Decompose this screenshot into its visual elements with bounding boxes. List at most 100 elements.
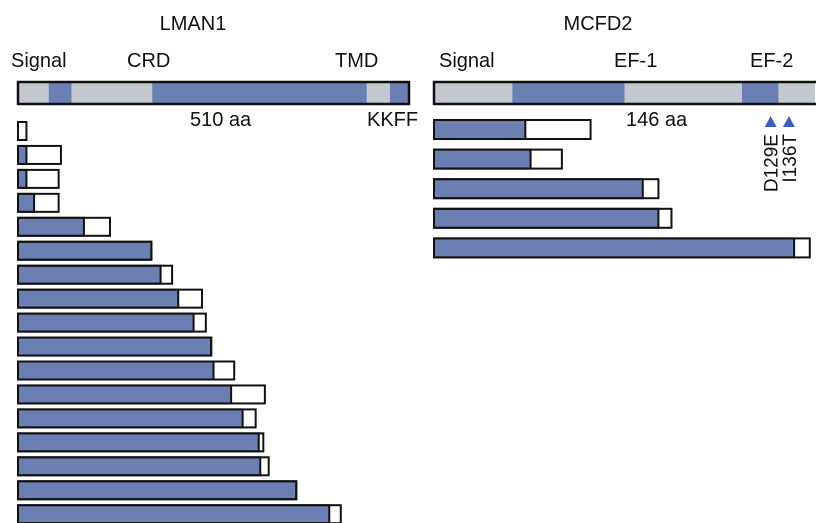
lman1-fragment-bar — [18, 169, 27, 188]
lman1-domain-segment-5 — [389, 82, 409, 104]
mcfd2-fragment-outline — [433, 237, 811, 259]
mcfd2-fragment-bar — [434, 179, 643, 199]
mcfd2-fragment-1 — [433, 148, 563, 170]
mcfd2-fragment-bar — [434, 149, 531, 169]
lman1-fragment-outline — [17, 121, 28, 141]
lman1-fragment-outline — [17, 504, 342, 523]
lman1-fragment-outline — [17, 408, 257, 429]
mcfd2-fragment-outline — [433, 178, 660, 200]
mcfd2-fragment-outline — [433, 119, 592, 140]
lman1-fragment-10 — [17, 360, 236, 381]
mcfd2-domain-segment-1 — [512, 82, 625, 104]
mutation-marker-i136t — [782, 116, 795, 127]
mcfd2-domain-segment-4 — [778, 82, 815, 104]
mcfd2-length-label: 146 aa — [626, 109, 688, 131]
lman1-crd-label: CRD — [127, 50, 170, 72]
mcfd2-track-outline — [432, 80, 816, 106]
mcfd2-fragment-bar — [434, 120, 526, 139]
lman1-fragment-7 — [17, 288, 203, 309]
lman1-fragment-outline — [17, 144, 62, 165]
mcfd2-fragment-bar — [434, 238, 795, 258]
lman1-domain-track — [16, 80, 411, 106]
mcfd2-signal-label: Signal — [439, 50, 495, 72]
lman1-fragment-bar — [18, 217, 84, 236]
lman1-fragment-bar — [18, 265, 161, 284]
lman1-fragment-bar — [18, 505, 330, 523]
lman1-length-label: 510 aa — [190, 109, 252, 131]
lman1-fragment-13 — [17, 432, 265, 453]
mcfd2-fragment-outline — [433, 207, 673, 229]
lman1-fragment-outline — [17, 216, 111, 237]
lman1-fragment-outline — [17, 336, 213, 357]
lman1-fragment-bar — [18, 385, 232, 404]
lman1-fragment-outline — [17, 312, 207, 333]
lman1-fragment-15 — [17, 480, 298, 501]
lman1-fragment-6 — [17, 264, 174, 285]
lman1-fragment-outline — [17, 288, 203, 309]
lman1-fragment-bar — [18, 193, 35, 212]
lman1-fragment-bar — [18, 457, 261, 476]
lman1-fragment-5 — [17, 240, 153, 261]
mcfd2-domain-segment-3 — [741, 82, 779, 104]
lman1-fragment-outline — [17, 360, 236, 381]
mcfd2-domain-segment-0 — [434, 82, 513, 104]
mcfd2-fragment-list — [433, 119, 811, 259]
lman1-fragment-tail — [18, 122, 27, 140]
lman1-fragment-outline — [17, 456, 270, 477]
lman1-fragment-tail — [18, 169, 59, 188]
mcfd2-fragment-3 — [433, 207, 673, 229]
mcfd2-ef1-label: EF-1 — [614, 50, 657, 72]
lman1-fragment-outline — [17, 264, 174, 285]
lman1-domain-segment-3 — [152, 82, 367, 104]
lman1-title: LMAN1 — [160, 13, 227, 35]
lman1-fragment-bar — [18, 481, 297, 500]
lman1-domain-segment-0 — [18, 82, 49, 104]
mcfd2-fragment-bar — [434, 208, 659, 228]
lman1-motif-label: KKFF — [367, 109, 418, 131]
lman1-fragment-tail — [18, 145, 61, 164]
lman1-domain-segment-4 — [366, 82, 390, 104]
lman1-fragment-bar — [18, 337, 212, 356]
lman1-fragment-9 — [17, 336, 213, 357]
lman1-fragment-bar — [18, 241, 152, 260]
lman1-fragment-outline — [17, 192, 60, 213]
mcfd2-fragment-4 — [433, 237, 811, 259]
lman1-signal-label: Signal — [11, 50, 67, 72]
mutation-marker-d129e — [764, 116, 777, 127]
lman1-fragment-4 — [17, 216, 111, 237]
mcfd2-fragment-2 — [433, 178, 660, 200]
lman1-fragment-14 — [17, 456, 270, 477]
lman1-fragment-bar — [18, 409, 243, 428]
lman1-fragment-1 — [17, 144, 62, 165]
lman1-fragment-bar — [18, 145, 27, 164]
mcfd2-fragment-outline — [433, 148, 563, 170]
mcfd2-domain-track — [432, 80, 816, 106]
lman1-domain-segment-2 — [71, 82, 153, 104]
lman1-domain-segment-1 — [48, 82, 72, 104]
lman1-tmd-label: TMD — [335, 50, 378, 72]
mcfd2-fragment-0 — [433, 119, 592, 140]
mcfd2-ef2-label: EF-2 — [750, 50, 793, 72]
lman1-fragment-12 — [17, 408, 257, 429]
lman1-fragment-outline — [17, 168, 60, 189]
lman1-fragment-2 — [17, 168, 60, 189]
lman1-fragment-bar — [18, 433, 259, 452]
lman1-fragment-3 — [17, 192, 60, 213]
lman1-fragment-bar — [18, 361, 214, 380]
mcfd2-domain-segment-2 — [624, 82, 742, 104]
mcfd2-title: MCFD2 — [564, 13, 633, 35]
lman1-fragment-8 — [17, 312, 207, 333]
mutation-label-d129e: D129E — [762, 134, 783, 192]
lman1-fragment-outline — [17, 384, 266, 405]
lman1-fragment-list — [17, 121, 342, 523]
lman1-fragment-outline — [17, 240, 153, 261]
lman1-fragment-bar — [18, 289, 179, 308]
lman1-track-outline — [16, 80, 411, 106]
lman1-fragment-11 — [17, 384, 266, 405]
mutation-label-i136t: I136T — [780, 134, 801, 183]
lman1-fragment-0 — [17, 121, 28, 141]
lman1-fragment-16 — [17, 504, 342, 523]
lman1-fragment-outline — [17, 432, 265, 453]
